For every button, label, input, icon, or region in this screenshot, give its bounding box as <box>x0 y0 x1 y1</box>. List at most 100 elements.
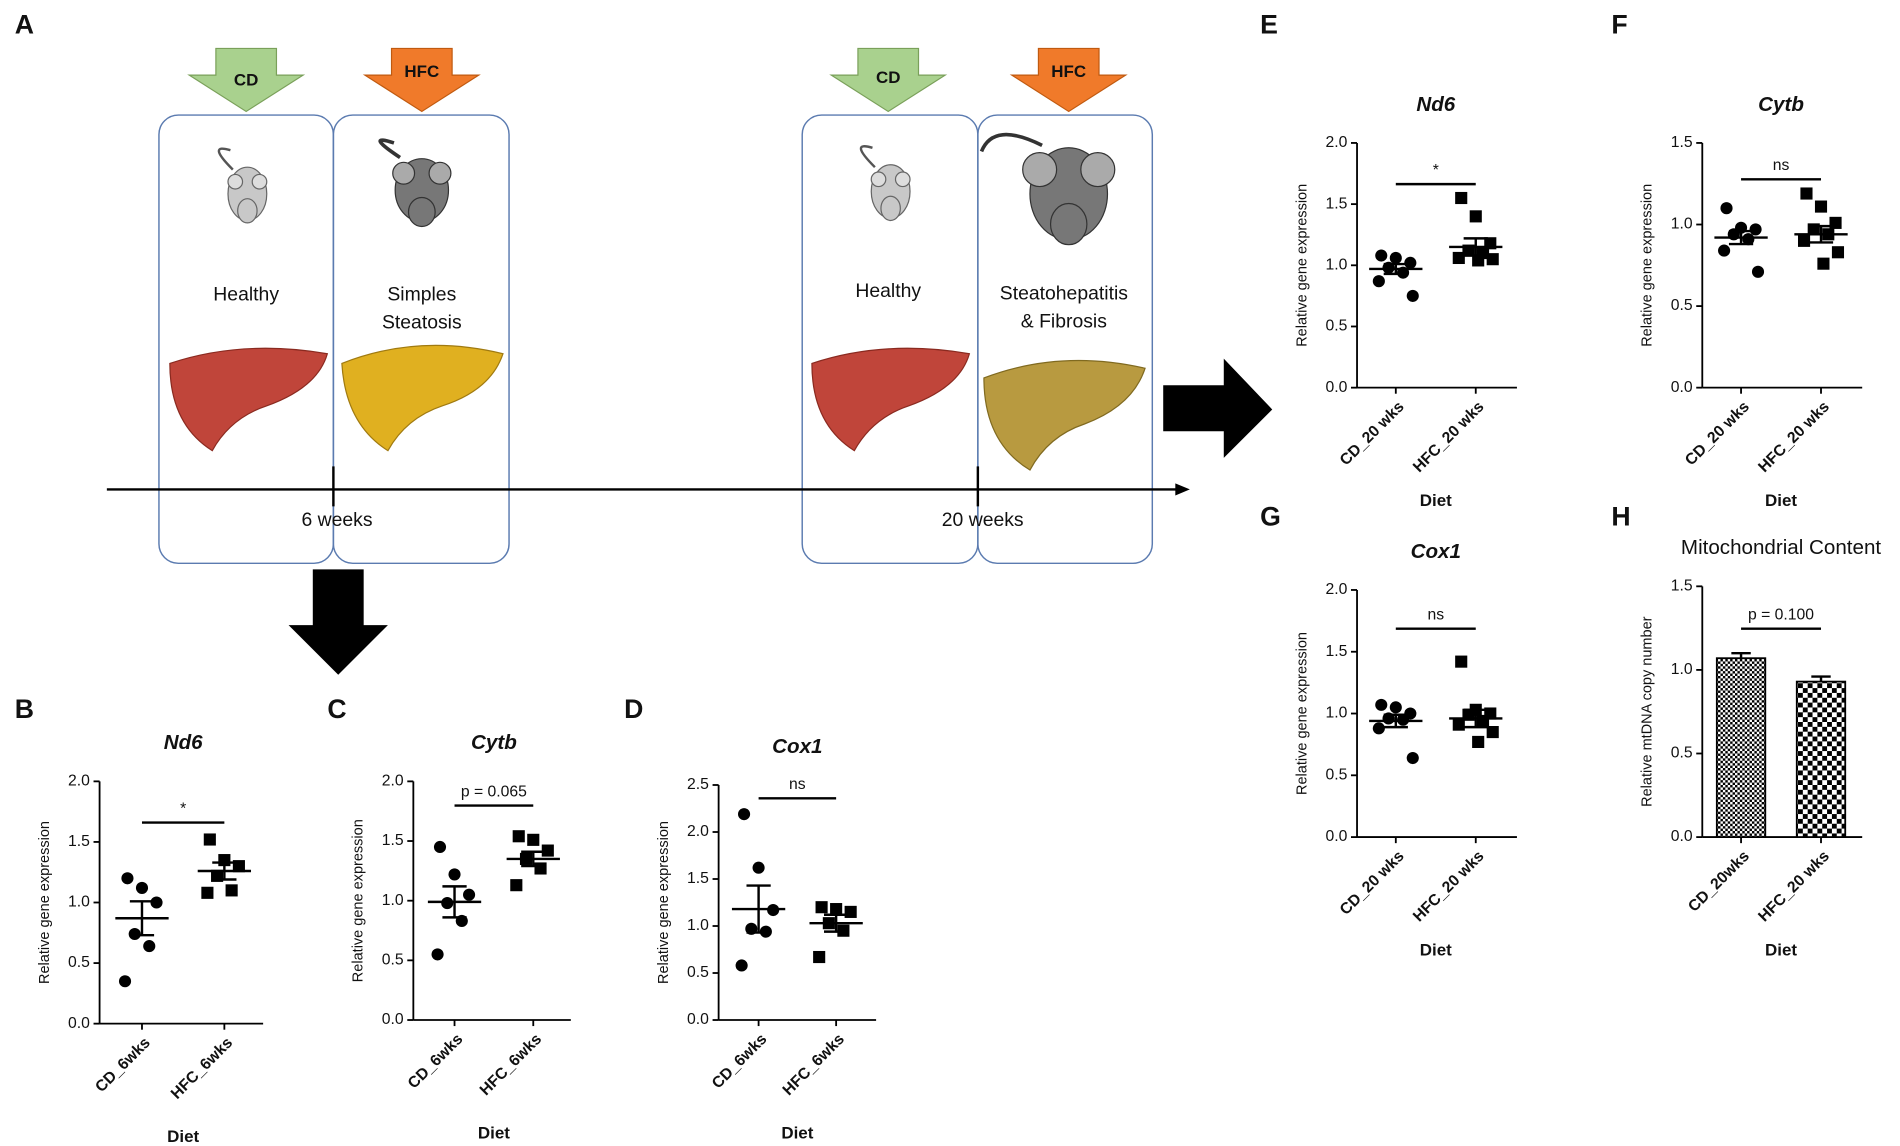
y-tick-label: 1.5 <box>68 833 90 850</box>
diet-label: HFC <box>1051 62 1086 81</box>
stage-label: Healthy <box>855 280 921 302</box>
y-tick-label: 0.5 <box>68 954 90 971</box>
y-tick-label: 0.0 <box>1671 828 1693 845</box>
point <box>118 975 132 988</box>
y-tick-label: 2.0 <box>1325 134 1347 151</box>
point <box>1800 187 1813 200</box>
point <box>1751 265 1765 278</box>
point <box>1375 698 1388 711</box>
y-tick-label: 0.5 <box>687 964 709 981</box>
x-tick-label: CD_6wks <box>709 1031 771 1093</box>
point <box>1742 233 1755 246</box>
x-tick-label: HFC_20 wks <box>1755 848 1833 926</box>
sem-bar <box>1383 262 1408 276</box>
sem-bar <box>521 850 546 868</box>
point <box>1404 256 1417 269</box>
significance-label: p = 0.100 <box>1748 607 1814 624</box>
chart-title: Cox1 <box>1411 540 1461 563</box>
point <box>1372 275 1385 288</box>
y-tick-label: 1.5 <box>1325 195 1347 212</box>
x-axis-label: Diet <box>478 1123 510 1142</box>
point <box>541 844 554 857</box>
x-tick-label: HFC_6wks <box>780 1031 848 1099</box>
x-tick-label: HFC_20 wks <box>1755 398 1833 476</box>
panel-letter: D <box>624 694 643 724</box>
stage-label: Healthy <box>213 284 279 306</box>
y-tick-label: 0.0 <box>687 1011 709 1028</box>
x-tick-label: CD_6wks <box>405 1031 467 1093</box>
x-tick-label: CD_20 wks <box>1337 848 1408 919</box>
x-axis-label: Diet <box>781 1123 813 1142</box>
y-tick-label: 0.5 <box>1325 766 1347 783</box>
point <box>1720 202 1733 215</box>
bar <box>1715 657 1767 838</box>
point <box>1455 655 1468 668</box>
point <box>1472 254 1485 267</box>
point <box>1469 210 1482 223</box>
point <box>448 868 461 881</box>
x-tick-label: HFC_6wks <box>477 1031 545 1099</box>
chart-title: Nd6 <box>164 731 203 754</box>
point <box>121 872 134 885</box>
y-tick-label: 1.5 <box>1671 577 1693 594</box>
point <box>1372 722 1385 735</box>
point <box>1797 234 1811 247</box>
y-tick-label: 1.0 <box>1325 705 1347 722</box>
y-tick-label: 2.0 <box>687 823 709 840</box>
y-tick-label: 0.0 <box>1325 379 1347 396</box>
diet-label: CD <box>234 71 258 90</box>
y-axis-label: Relative gene expression <box>37 821 53 984</box>
point <box>738 808 751 821</box>
timepoint-label: 20 weeks <box>942 509 1024 531</box>
point <box>1486 253 1499 266</box>
point <box>1472 735 1485 749</box>
point <box>510 879 523 892</box>
panel-letter: B <box>15 694 34 724</box>
point <box>201 886 214 899</box>
y-tick-label: 0.5 <box>382 952 404 969</box>
significance-label: p = 0.065 <box>461 783 527 800</box>
stage-label: Steatosis <box>382 312 462 334</box>
point <box>143 940 156 953</box>
significance-label: ns <box>1773 157 1790 174</box>
stage-label: & Fibrosis <box>1021 310 1107 332</box>
stage-box <box>332 114 510 565</box>
point <box>203 833 216 846</box>
y-axis-label: Relative gene expression <box>1294 632 1310 795</box>
point <box>1406 751 1419 765</box>
diet-arrow <box>362 47 481 113</box>
diet-arrow <box>187 47 306 113</box>
sem-bar <box>1728 229 1754 246</box>
panel-letter: H <box>1611 502 1630 532</box>
timepoint-label: 6 weeks <box>301 509 372 531</box>
y-tick-label: 0.0 <box>68 1015 90 1032</box>
y-tick-label: 1.5 <box>382 832 404 849</box>
y-tick-label: 0.0 <box>1671 379 1693 396</box>
point <box>135 881 149 895</box>
bar <box>1795 680 1847 838</box>
point <box>1389 251 1402 265</box>
chart: Mitochondrial Content 0.0 0.5 1.0 1.5 Relativ… <box>1640 536 1882 959</box>
point <box>752 861 765 874</box>
point <box>1814 200 1828 213</box>
point <box>1476 714 1490 727</box>
point <box>830 903 843 916</box>
big-arrow <box>288 569 388 675</box>
x-tick-label: HFC_20 wks <box>1410 398 1488 476</box>
chart: Cox1 0.0 0.5 1.0 1.5 2.0 Relative gene express… <box>1294 540 1517 959</box>
point <box>1452 251 1465 265</box>
point <box>1452 718 1465 731</box>
y-axis-label: Relative gene expression <box>656 821 672 984</box>
y-tick-label: 1.5 <box>1671 134 1693 151</box>
x-tick-label: CD_20wks <box>1685 848 1753 916</box>
stage-label: Simples <box>387 284 456 306</box>
significance-label: * <box>1433 162 1439 179</box>
sem-bar <box>1463 237 1488 257</box>
panel-a: CD HFC CD HFC Healthy Simples Steatosis … <box>106 47 1273 675</box>
liver-icon <box>983 359 1146 471</box>
y-axis-label: Relative gene expression <box>1294 184 1310 347</box>
point <box>1397 713 1410 726</box>
x-tick-label: CD_20 wks <box>1337 398 1408 469</box>
chart-title: Mitochondrial Content <box>1681 536 1881 559</box>
